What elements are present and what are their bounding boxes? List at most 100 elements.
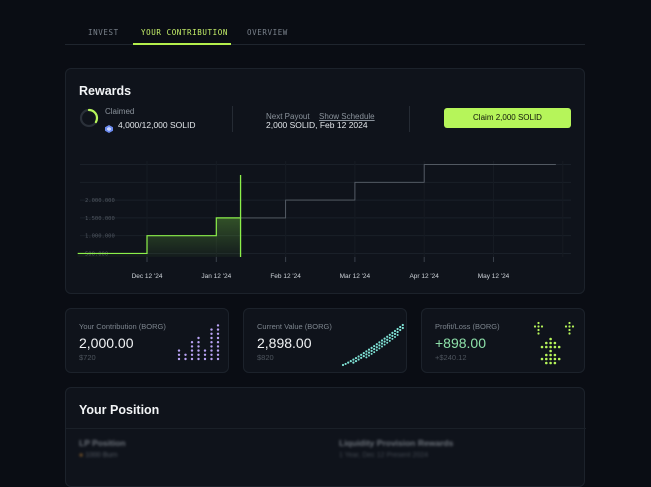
dot	[363, 355, 365, 357]
dot	[541, 325, 543, 327]
x-tick-label: Apr 12 '24	[409, 273, 439, 280]
dot	[549, 346, 552, 349]
dot	[399, 326, 401, 328]
dot	[197, 345, 199, 347]
stat-card-contribution: Your Contribution (BORG) 2,000.00 $720	[65, 308, 229, 373]
dot	[191, 349, 193, 351]
dot	[373, 348, 375, 350]
arrow-up-icon	[532, 319, 582, 367]
dot	[368, 349, 370, 351]
dot	[545, 346, 548, 349]
dot	[549, 362, 552, 365]
dot	[368, 355, 370, 357]
dot	[389, 337, 391, 339]
dot	[541, 358, 544, 361]
dot	[371, 353, 373, 355]
tab-overview[interactable]: OVERVIEW	[247, 28, 288, 37]
dot	[204, 349, 206, 351]
stat-value: +898.00	[435, 335, 486, 351]
dot	[554, 346, 557, 349]
stat-value: 2,898.00	[257, 335, 312, 351]
dot	[549, 338, 552, 341]
future-series-line	[241, 165, 556, 218]
dot	[397, 334, 399, 336]
stat-label: Your Contribution (BORG)	[79, 322, 166, 331]
dot	[373, 351, 375, 353]
dot	[210, 349, 212, 351]
dot	[549, 358, 552, 361]
dot	[210, 333, 212, 335]
dot	[184, 358, 186, 360]
dot	[394, 330, 396, 332]
lp-position-value: 1000 Burn	[85, 452, 117, 459]
lp-rewards-value: 1 Year, Dec 12 Present 2024	[339, 452, 428, 459]
dot	[386, 336, 388, 338]
dot	[568, 325, 570, 327]
dot	[537, 325, 539, 327]
tab-your-contribution[interactable]: YOUR CONTRIBUTION	[141, 28, 228, 37]
dot	[381, 342, 383, 344]
dot	[402, 327, 404, 329]
stat-label: Current Value (BORG)	[257, 322, 332, 331]
dot	[389, 334, 391, 336]
dot	[365, 356, 367, 358]
dot	[210, 328, 212, 330]
dot	[554, 358, 557, 361]
dot	[397, 331, 399, 333]
dot	[217, 354, 219, 356]
dot	[545, 354, 548, 357]
dot	[391, 338, 393, 340]
dot	[541, 346, 544, 349]
tab-invest[interactable]: INVEST	[88, 28, 119, 37]
dot	[347, 361, 349, 363]
dot	[534, 325, 536, 327]
y-tick-label: 2.000.000	[85, 198, 115, 204]
lp-position-label: LP Position	[79, 438, 126, 448]
stat-subvalue: $820	[257, 353, 274, 362]
lp-rewards-label: Liquidity Provision Rewards	[339, 438, 453, 448]
dot	[217, 337, 219, 339]
dot	[381, 346, 383, 348]
dot	[352, 359, 354, 361]
stat-value: 2,000.00	[79, 335, 134, 351]
x-tick-label: May 12 '24	[478, 273, 510, 280]
dot	[565, 325, 567, 327]
dot	[184, 354, 186, 356]
dot	[368, 352, 370, 354]
dot	[363, 352, 365, 354]
dot	[210, 345, 212, 347]
x-tick-label: Dec 12 '24	[132, 273, 163, 280]
dot	[537, 322, 539, 324]
dot	[545, 358, 548, 361]
dot	[178, 358, 180, 360]
dot	[376, 349, 378, 351]
value-trend-graphic	[340, 319, 406, 369]
rewards-card: Rewards Claimed 4,000/12,000 SOLID Next …	[65, 68, 585, 294]
dot	[572, 325, 574, 327]
dot	[217, 341, 219, 343]
dot	[191, 354, 193, 356]
stat-subvalue: $720	[79, 353, 96, 362]
dot	[217, 324, 219, 326]
dot	[191, 358, 193, 360]
dot	[381, 339, 383, 341]
dot	[197, 354, 199, 356]
dot	[545, 362, 548, 365]
dot	[537, 329, 539, 331]
dot	[217, 358, 219, 360]
dot	[360, 354, 362, 356]
dot	[384, 341, 386, 343]
dot	[365, 353, 367, 355]
dot	[554, 362, 557, 365]
dot	[402, 324, 404, 326]
dot	[217, 333, 219, 335]
dot	[210, 354, 212, 356]
stat-card-current-value: Current Value (BORG) 2,898.00 $820	[243, 308, 407, 373]
dot	[386, 342, 388, 344]
tab-bar: INVEST YOUR CONTRIBUTION OVERVIEW	[65, 22, 585, 45]
dot	[197, 341, 199, 343]
dot	[197, 337, 199, 339]
dot	[358, 358, 360, 360]
position-card: Your Position LP Position ● 1000 Burn Li…	[65, 387, 585, 487]
